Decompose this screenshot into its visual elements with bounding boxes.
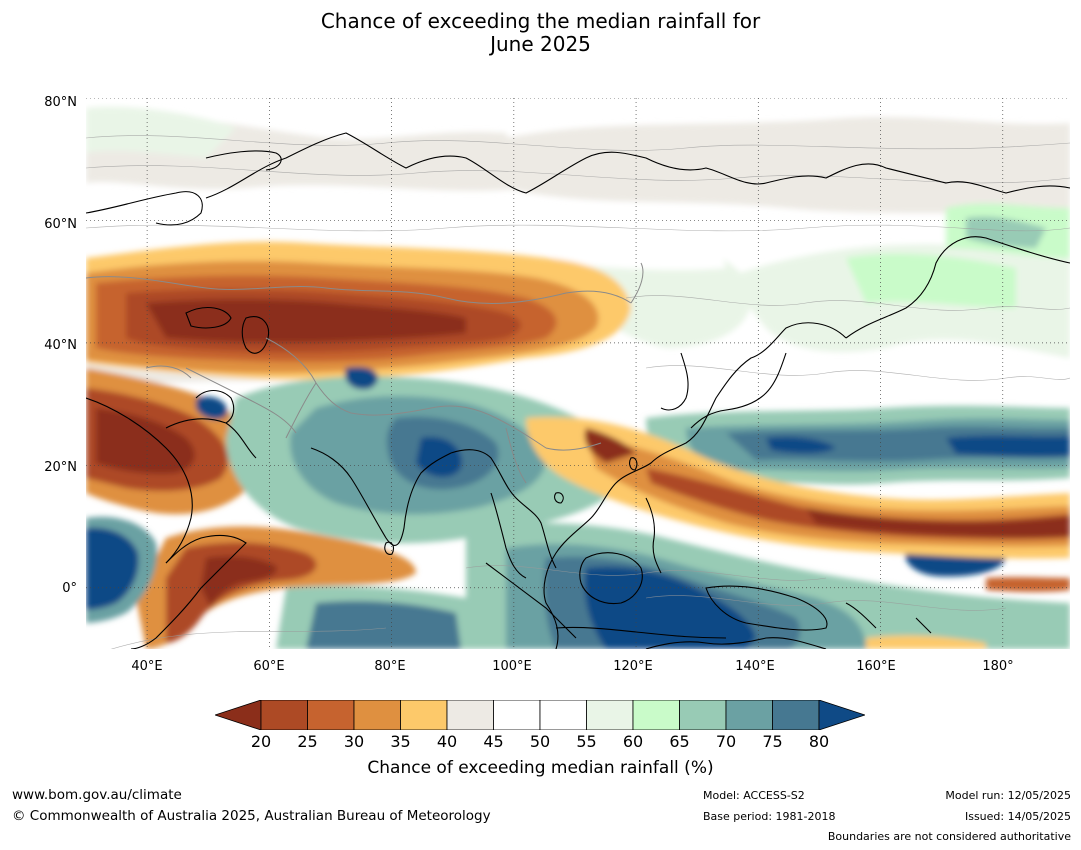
graticule [86, 98, 1070, 649]
colorbar-tick-label: 65 [669, 732, 690, 751]
lon-label-100e: 100°E [492, 659, 532, 674]
borders [86, 262, 644, 484]
rainfall-map [86, 98, 1070, 649]
colorbar-tick-label: 20 [250, 732, 272, 751]
colorbar-extend-high [818, 700, 865, 730]
lon-label-140e: 140°E [735, 659, 775, 674]
colorbar-tick-label: 30 [343, 732, 365, 751]
contour-lines [86, 135, 1070, 649]
base-period-text: Base period: 1981-2018 [703, 810, 836, 823]
title-line-2: June 2025 [490, 32, 591, 56]
colorbar-tick-label: 35 [390, 732, 411, 751]
disclaimer-text: Boundaries are not considered authoritat… [827, 830, 1071, 843]
colorbar-segment [772, 700, 820, 730]
colorbar-segment [446, 700, 494, 730]
lat-label-40n: 40°N [44, 338, 77, 353]
page-title: Chance of exceeding the median rainfall … [0, 10, 1081, 56]
colorbar-tick-label: 45 [483, 732, 504, 751]
model-text: Model: ACCESS-S2 [703, 789, 805, 802]
probability-field [86, 106, 1070, 649]
colorbar-segment [493, 700, 541, 730]
colorbar-segment [679, 700, 727, 730]
colorbar-tick-label: 75 [762, 732, 783, 751]
colorbar-label: Chance of exceeding median rainfall (%) [367, 758, 714, 778]
colorbar-segment [725, 700, 773, 730]
coastlines [86, 132, 1070, 649]
issued-text: Issued: 14/05/2025 [964, 810, 1071, 823]
colorbar-tick-label: 50 [529, 732, 551, 751]
colorbar-segment [632, 700, 680, 730]
colorbar-tick-label: 55 [576, 732, 597, 751]
colorbar [215, 700, 865, 730]
lon-label-120e: 120°E [613, 659, 653, 674]
colorbar-extend-low [215, 700, 262, 730]
lon-label-160e: 160°E [856, 659, 896, 674]
lat-label-20n: 20°N [44, 460, 77, 475]
lon-label-40e: 40°E [131, 659, 163, 674]
lat-label-60n: 60°N [44, 217, 77, 232]
website-link[interactable]: www.bom.gov.au/climate [12, 787, 182, 803]
colorbar-segment [539, 700, 587, 730]
copyright-text: © Commonwealth of Australia 2025, Austra… [12, 808, 491, 824]
colorbar-segment [260, 700, 308, 730]
colorbar-segment [353, 700, 401, 730]
colorbar-tick-label: 60 [622, 732, 644, 751]
colorbar-segment [307, 700, 355, 730]
lon-label-60e: 60°E [253, 659, 285, 674]
colorbar-tick-label: 80 [808, 732, 830, 751]
lon-label-80e: 80°E [374, 659, 406, 674]
colorbar-segment [586, 700, 634, 730]
colorbar-tick-label: 25 [297, 732, 318, 751]
model-run-text: Model run: 12/05/2025 [945, 789, 1071, 802]
map-canvas [86, 98, 1070, 649]
lon-label-180: 180° [982, 659, 1014, 674]
title-line-1: Chance of exceeding the median rainfall … [320, 9, 761, 33]
colorbar-tick-label: 40 [436, 732, 458, 751]
lat-label-0: 0° [62, 581, 77, 596]
colorbar-segment [400, 700, 448, 730]
lat-label-80n: 80°N [44, 95, 77, 110]
colorbar-tick-label: 70 [715, 732, 737, 751]
